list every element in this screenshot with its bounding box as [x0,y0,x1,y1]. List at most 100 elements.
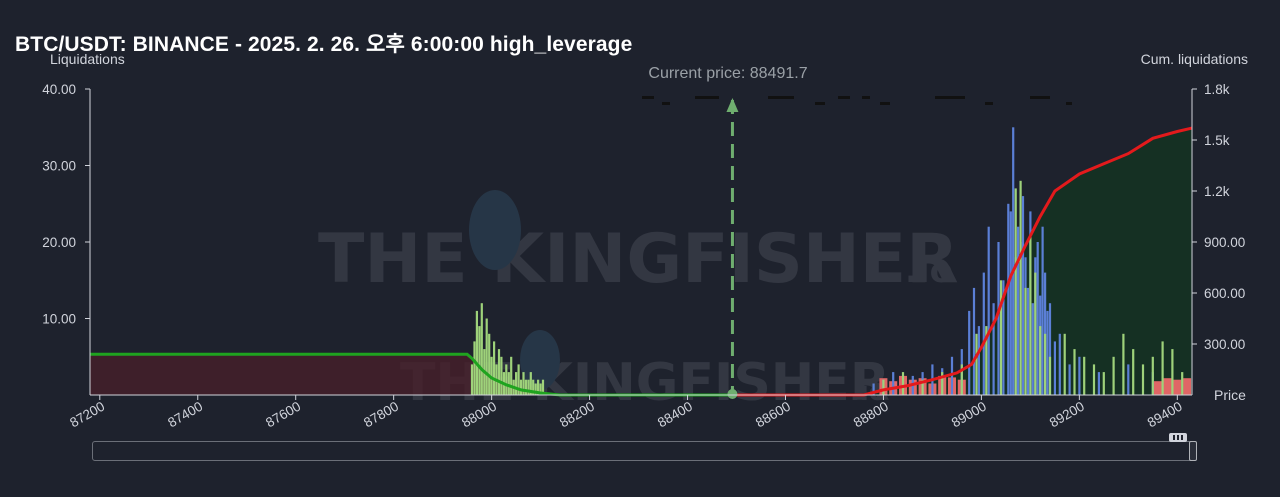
bar-short-green [1112,356,1115,396]
bar-short-blue [892,372,895,395]
bar-short-blue [982,272,985,395]
bar-short-green [1181,372,1184,395]
right-y-tick-label: 1.2k [1204,184,1230,199]
bar-short-blue [1053,341,1056,395]
bar-short-blue [1127,364,1130,395]
bar-long [497,349,501,395]
bar-short-blue [1048,303,1052,395]
current-price-marker [726,98,739,399]
bar-long [470,364,474,395]
bar-long [517,364,520,395]
x-tick-label: 87800 [361,399,401,431]
x-tick-label: 87200 [67,399,107,431]
kingfisher-icon [469,190,521,270]
watermark: THE KINGFISHER .io THE KINGFISHER .io [318,190,959,413]
bar-short-blue [992,303,995,395]
bar-short-green [941,372,944,395]
range-slider[interactable] [92,433,1197,461]
left-y-tick-label: 20.00 [42,235,76,250]
left-y-tick-label: 40.00 [42,82,76,97]
bar-short-blue [987,226,990,395]
bar-short-blue [968,310,971,395]
x-tick-label: 89400 [1145,399,1185,431]
x-tick-label: 89000 [949,399,989,431]
bar-short-red [1163,378,1172,395]
bar-short-green [960,364,963,395]
slider-grip-icon[interactable] [1169,433,1187,442]
right-y-tick-label: 1.8k [1204,82,1230,97]
bar-short-green [1073,349,1076,395]
bar-short-green [975,333,978,395]
liquidation-bars [470,127,1192,396]
bar-long [524,379,527,395]
bar-long [539,383,542,395]
bar-short-green [999,280,1003,396]
bar-short-blue [1007,203,1010,396]
bar-short-green [1141,364,1145,395]
chart-title: BTC/USDT: BINANCE - 2025. 2. 26. 오후 6:00… [15,33,633,56]
bar-long [478,326,481,395]
slider-handle-right[interactable] [1189,441,1197,461]
bar-long [515,372,518,395]
cum-long-fill [90,354,733,395]
bar-long [532,379,535,395]
bar-short-green [1019,180,1022,395]
bar-short-green [985,326,988,395]
bar-short-blue [1012,127,1015,396]
bar-long [537,379,540,395]
bar-short-green [1102,372,1105,395]
bar-short-blue [1097,372,1100,395]
bar-short-green [1044,333,1047,395]
right-y-tick-label: 300.00 [1204,337,1245,352]
bar-short-green [1024,287,1027,395]
bar-short-green [882,379,885,395]
bar-short-green [1092,364,1096,395]
legend-dashes [642,96,1072,105]
bar-short-blue [1036,242,1039,395]
bar-long [493,341,496,395]
cum-short-line [732,126,1193,397]
bar-short-blue [1046,310,1049,395]
bar-long [522,372,525,395]
bar-short-red [1173,379,1182,395]
bar-short-blue [997,242,1000,395]
right-y-tick-label: 900.00 [1204,235,1245,250]
bar-long [473,341,476,395]
bar-short-blue [1068,364,1071,395]
bar-long [507,372,510,395]
x-tick-label: 87600 [263,399,303,431]
watermark-suffix-top: .io [905,251,953,291]
bar-short-red [1153,381,1162,395]
bar-short-green [1132,349,1135,395]
bar-short-green [1083,356,1086,396]
bar-long [529,372,532,395]
bar-long [500,356,503,396]
current-price-label: Current price: 88491.7 [648,65,807,82]
bar-short-blue [977,326,980,395]
bar-short-green [901,372,905,395]
bar-short-red [1183,378,1192,395]
current-price-arrow-icon [726,98,739,112]
bar-short-blue [1017,226,1020,395]
left-y-axis-label: Liquidations [50,51,125,67]
x-tick-label: 87400 [165,399,205,431]
bar-long [505,364,508,395]
bar-short-blue [950,356,954,396]
left-y-tick-label: 30.00 [42,159,76,174]
cumulative-lines [90,126,1193,397]
cum-long-line [90,352,733,397]
bar-long [490,356,493,396]
bar-long [488,333,491,395]
bar-long [485,318,488,395]
bar-short-green [1151,356,1154,396]
bar-long [480,303,483,395]
bar-short-green [1014,188,1017,395]
bar-long [519,379,523,395]
bar-short-green [1171,349,1174,395]
left-y-tick-label: 10.00 [42,312,76,327]
right-y-axis-ticks: 300.00 600.00 900.00 1.2k 1.5k 1.8k [1192,82,1245,352]
bar-short-blue [1078,356,1081,396]
bar-short-blue [1031,303,1034,395]
bar-short-blue [1021,196,1025,395]
